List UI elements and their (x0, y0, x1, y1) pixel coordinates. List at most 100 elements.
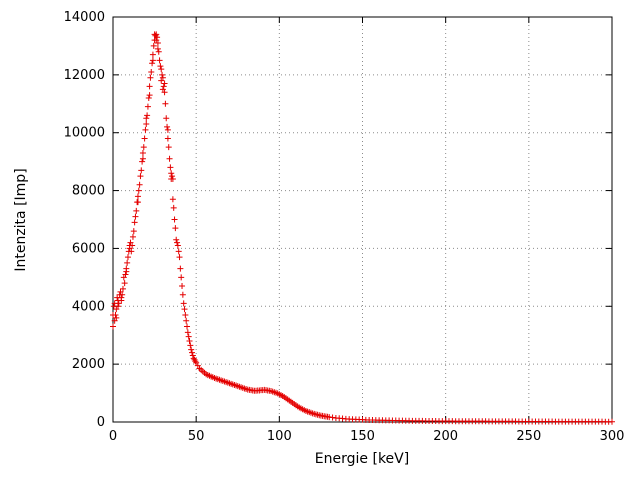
data-point (184, 323, 191, 330)
data-point (162, 100, 169, 107)
data-point (130, 228, 137, 235)
data-point (164, 123, 171, 130)
data-point (163, 115, 170, 122)
data-point (183, 317, 190, 324)
data-point (153, 37, 160, 44)
data-point (132, 213, 139, 220)
data-point (174, 239, 181, 246)
data-point (187, 342, 194, 349)
data-point (178, 274, 185, 281)
data-point (134, 193, 141, 200)
data-point (176, 254, 183, 261)
data-point (164, 126, 171, 133)
data-point (169, 176, 176, 182)
data-point (148, 68, 155, 75)
data-point (145, 95, 152, 101)
x-tick-label: 250 (516, 429, 541, 444)
data-point (121, 280, 128, 287)
data-point (114, 294, 121, 301)
data-point (138, 167, 145, 174)
y-tick-label: 4000 (72, 299, 105, 314)
data-point (155, 48, 162, 55)
data-point (137, 173, 144, 180)
data-point (173, 236, 180, 243)
data-point (149, 60, 156, 67)
data-point (175, 248, 182, 255)
y-tick-label: 0 (97, 415, 105, 430)
x-axis-title: Energie [keV] (315, 451, 409, 467)
data-point (172, 225, 179, 232)
data-point (161, 80, 168, 87)
data-point (139, 149, 146, 156)
data-point (188, 346, 195, 353)
y-tick-label: 2000 (72, 357, 105, 372)
data-point (125, 248, 132, 255)
data-point (118, 297, 125, 304)
x-tick-label: 200 (433, 429, 458, 444)
data-point (150, 42, 157, 49)
data-point (159, 71, 166, 78)
x-tick-label: 150 (350, 429, 375, 444)
data-point (185, 333, 192, 340)
y-tick-label: 8000 (72, 184, 105, 199)
data-point (147, 74, 154, 81)
data-point (189, 352, 196, 359)
data-point (140, 144, 147, 151)
data-point (179, 291, 186, 298)
data-point (139, 158, 146, 165)
data-point (171, 216, 178, 223)
data-point (186, 338, 193, 344)
axis-layer: 0 50 100 150 200 250 300 0 2000 4000 6000 8000 10000… (64, 10, 625, 444)
data-point (158, 66, 165, 73)
data-point (143, 115, 150, 122)
data-point (149, 51, 156, 58)
data-point (122, 271, 129, 278)
data-point (179, 283, 186, 290)
data-point (119, 291, 126, 298)
data-point (158, 77, 165, 84)
data-point (110, 311, 116, 318)
data-point (114, 303, 121, 310)
data-point (111, 300, 118, 307)
data-point (142, 126, 149, 133)
data-point (141, 135, 148, 142)
data-point (143, 121, 150, 128)
data-point (157, 63, 164, 70)
data-point (149, 57, 156, 64)
data-point (165, 144, 172, 151)
data-point (123, 265, 130, 272)
data-point (184, 329, 191, 336)
y-tick-label: 14000 (64, 10, 105, 25)
data-point (131, 219, 138, 226)
data-point (154, 45, 161, 52)
data-point (144, 112, 151, 119)
data-point (159, 86, 166, 93)
data-point (134, 199, 141, 206)
data-point (113, 314, 120, 321)
x-tick-label: 50 (188, 429, 205, 444)
data-point (146, 92, 153, 99)
y-axis-title: Intenzita [Imp] (13, 168, 29, 271)
data-point (609, 418, 615, 425)
data-point (170, 204, 177, 211)
data-point (192, 358, 199, 365)
data-point (160, 83, 167, 90)
y-tick-label: 6000 (72, 241, 105, 256)
data-point (169, 173, 176, 180)
data-point (181, 306, 188, 313)
marker-layer (110, 31, 615, 425)
data-point (164, 135, 171, 142)
x-tick-label: 0 (109, 429, 117, 444)
y-tick-label: 12000 (64, 68, 105, 83)
data-point (126, 242, 133, 249)
data-point (146, 83, 153, 90)
data-point (133, 207, 140, 214)
data-point (124, 259, 131, 266)
data-point (169, 196, 176, 203)
data-point (168, 170, 175, 177)
data-point (174, 242, 181, 249)
data-point (110, 323, 116, 330)
